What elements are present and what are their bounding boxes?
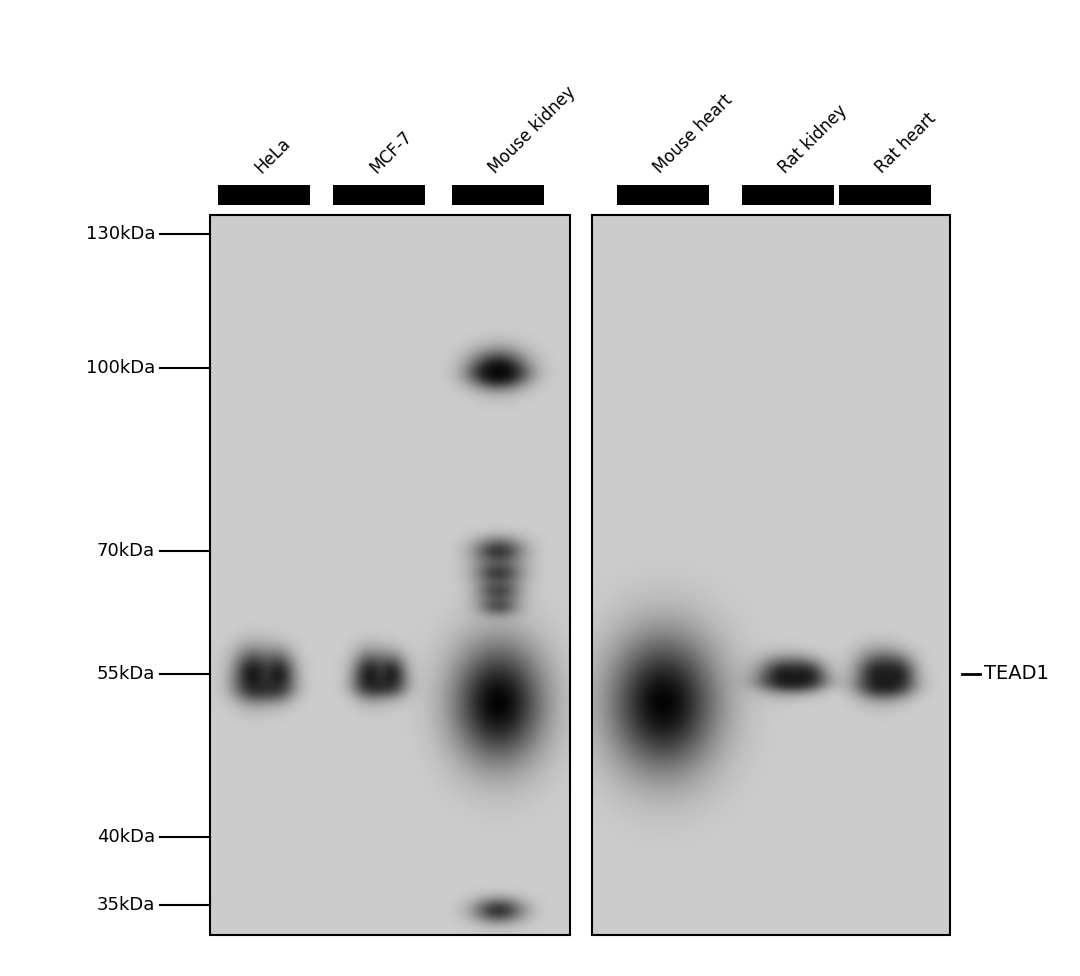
Text: 70kDa: 70kDa <box>97 542 156 559</box>
Bar <box>453 185 544 205</box>
Text: 100kDa: 100kDa <box>85 359 156 378</box>
Bar <box>218 185 310 205</box>
Bar <box>742 185 834 205</box>
Text: 130kDa: 130kDa <box>85 225 156 243</box>
Bar <box>617 185 708 205</box>
Text: MCF-7: MCF-7 <box>366 128 416 177</box>
Text: HeLa: HeLa <box>252 135 294 177</box>
Bar <box>839 185 931 205</box>
Text: Mouse kidney: Mouse kidney <box>485 83 579 177</box>
Text: TEAD1: TEAD1 <box>984 665 1049 683</box>
Text: 55kDa: 55kDa <box>96 665 156 683</box>
Text: 35kDa: 35kDa <box>96 896 156 914</box>
Text: 40kDa: 40kDa <box>97 828 156 845</box>
Bar <box>333 185 426 205</box>
Text: Mouse heart: Mouse heart <box>650 91 737 177</box>
Text: Rat heart: Rat heart <box>873 109 940 177</box>
Text: Rat kidney: Rat kidney <box>775 102 851 177</box>
